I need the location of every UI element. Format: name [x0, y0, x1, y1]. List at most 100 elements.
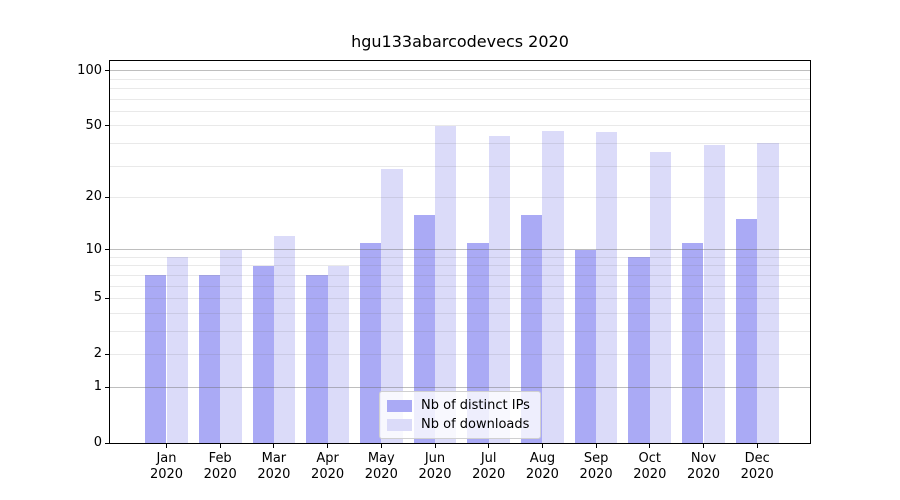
y-tick-label-2: 2 [93, 346, 102, 362]
x-tick-label-year: 2020 [740, 467, 774, 482]
x-tick-label-year: 2020 [149, 467, 184, 482]
x-tick-label-year: 2020 [257, 467, 291, 482]
bar-downloads-jan [166, 257, 188, 443]
x-tick-label-jul: Jul 2020 [457, 451, 521, 483]
x-tick-mark-jul [488, 444, 490, 448]
x-tick-label-month: Feb [208, 451, 232, 466]
bar-distinct-ips-mar [252, 265, 274, 443]
bar-downloads-apr [327, 265, 349, 443]
x-tick-label-month: Oct [638, 451, 662, 466]
y-tick-label-20: 20 [85, 189, 102, 205]
x-tick-label-apr: Apr 2020 [296, 451, 360, 483]
gridline-minor-7 [110, 274, 810, 276]
x-tick-label-month: Aug [529, 451, 556, 466]
bar-downloads-jun [435, 125, 457, 443]
legend-swatch-downloads [387, 418, 412, 431]
legend-label-distinct-ips: Nb of distinct IPs [421, 398, 530, 413]
plot-area [109, 60, 811, 444]
x-tick-label-year: 2020 [633, 467, 667, 482]
gridline-minor-40 [110, 142, 810, 144]
bar-downloads-sep [596, 132, 618, 443]
x-tick-label-sep: Sep 2020 [564, 451, 628, 483]
x-tick-label-year: 2020 [525, 467, 559, 482]
legend-swatch-distinct-ips [387, 399, 412, 412]
x-tick-label-month: Sep [583, 451, 609, 466]
gridline-minor-5 [110, 297, 810, 299]
gridline-major-1 [110, 386, 810, 388]
y-tick-mark-10 [105, 249, 109, 251]
x-tick-label-jun: Jun 2020 [403, 451, 467, 483]
gridline-major-100 [110, 70, 810, 72]
x-tick-label-jan: Jan 2020 [135, 451, 199, 483]
x-tick-mark-apr [327, 444, 329, 448]
x-tick-label-year: 2020 [472, 467, 506, 482]
x-tick-mark-nov [703, 444, 704, 448]
x-tick-label-may: May 2020 [349, 451, 413, 483]
x-tick-label-month: Jul [480, 451, 497, 466]
x-tick-label-oct: Oct 2020 [618, 451, 682, 483]
legend-entry-distinct-ips: Nb of distinct IPs [387, 396, 530, 415]
x-tick-mark-jun [434, 444, 436, 448]
bar-distinct-ips-aug [521, 214, 543, 443]
y-tick-mark-100 [105, 70, 109, 72]
x-tick-label-year: 2020 [686, 467, 721, 482]
x-tick-mark-sep [595, 444, 597, 448]
gridline-minor-90 [110, 78, 810, 80]
x-tick-mark-dec [756, 444, 758, 448]
x-tick-mark-mar [273, 444, 275, 448]
gridline-minor-30 [110, 165, 810, 167]
x-tick-label-year: 2020 [364, 467, 398, 482]
bar-distinct-ips-jun [413, 214, 435, 443]
x-tick-label-month: Mar [261, 451, 287, 466]
x-tick-label-month: Dec [744, 451, 770, 466]
x-tick-label-mar: Mar 2020 [242, 451, 306, 483]
y-tick-label-100: 100 [77, 62, 102, 78]
x-tick-label-feb: Feb 2020 [188, 451, 252, 483]
x-tick-mark-aug [541, 444, 543, 448]
legend-label-downloads: Nb of downloads [421, 417, 530, 432]
x-tick-label-month: Jan [156, 451, 177, 466]
y-tick-mark-50 [105, 125, 109, 127]
x-tick-label-month: Nov [690, 451, 717, 466]
x-tick-mark-oct [649, 444, 651, 448]
x-tick-label-dec: Dec 2020 [725, 451, 789, 483]
x-tick-label-year: 2020 [203, 467, 237, 482]
bar-distinct-ips-apr [306, 275, 328, 443]
x-tick-label-month: Apr [316, 451, 339, 466]
bar-downloads-aug [542, 130, 564, 443]
bar-downloads-mar [273, 236, 296, 443]
gridline-minor-9 [110, 256, 810, 258]
gridline-minor-50 [110, 125, 810, 127]
gridline-minor-20 [110, 196, 810, 198]
y-tick-mark-1 [105, 386, 109, 388]
y-tick-label-50: 50 [85, 117, 102, 133]
x-tick-label-year: 2020 [418, 467, 452, 482]
legend-entry-downloads: Nb of downloads [387, 415, 530, 434]
bar-downloads-oct [649, 151, 672, 443]
bar-distinct-ips-jan [145, 275, 167, 443]
x-tick-label-nov: Nov 2020 [672, 451, 736, 483]
y-tick-mark-5 [105, 297, 109, 299]
gridline-minor-3 [110, 330, 810, 332]
y-tick-label-0: 0 [93, 435, 102, 450]
x-tick-mark-feb [219, 444, 221, 448]
x-tick-mark-jan [166, 444, 167, 448]
bar-distinct-ips-may [359, 242, 382, 443]
y-tick-mark-0 [105, 442, 109, 444]
gridline-minor-8 [110, 265, 810, 267]
bar-downloads-nov [703, 145, 725, 443]
legend: Nb of distinct IPs Nb of downloads [379, 391, 541, 439]
x-tick-label-year: 2020 [579, 467, 613, 482]
x-tick-label-year: 2020 [311, 467, 345, 482]
y-tick-label-5: 5 [93, 290, 102, 306]
y-tick-label-1: 1 [93, 379, 102, 395]
bar-distinct-ips-sep [574, 249, 597, 443]
gridline-minor-2 [110, 353, 810, 355]
gridline-minor-70 [110, 98, 810, 100]
bar-distinct-ips-nov [682, 242, 704, 443]
x-tick-label-month: May [367, 451, 395, 466]
x-tick-label-aug: Aug 2020 [510, 451, 574, 483]
bar-distinct-ips-feb [198, 275, 221, 443]
x-tick-mark-may [380, 444, 382, 448]
